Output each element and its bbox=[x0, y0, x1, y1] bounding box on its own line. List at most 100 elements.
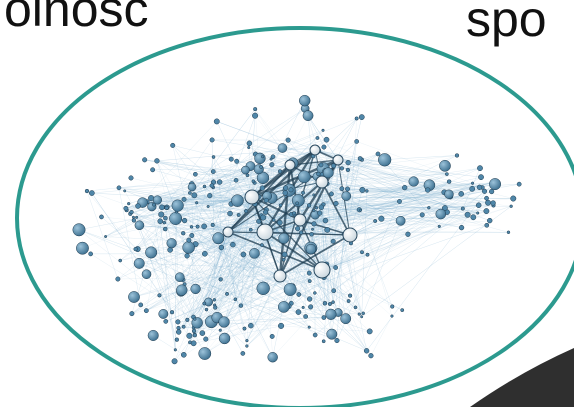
network-edge bbox=[327, 229, 509, 233]
network-edge bbox=[367, 187, 483, 255]
network-node bbox=[484, 195, 489, 201]
network-edge bbox=[377, 153, 440, 227]
network-node bbox=[242, 326, 247, 331]
network-edge bbox=[299, 173, 447, 221]
network-edge bbox=[299, 182, 494, 221]
network-node bbox=[209, 183, 215, 188]
network-edge bbox=[250, 165, 446, 326]
network-edge bbox=[231, 202, 494, 205]
network-edge bbox=[117, 156, 274, 280]
network-node bbox=[375, 151, 381, 157]
network-node bbox=[331, 300, 335, 304]
network-node bbox=[195, 201, 199, 205]
network-edges bbox=[78, 100, 520, 362]
network-edge bbox=[209, 195, 245, 329]
network-edge bbox=[329, 183, 496, 305]
network-node bbox=[129, 311, 135, 317]
network-node bbox=[218, 244, 225, 251]
network-edge bbox=[349, 210, 487, 236]
network-edge bbox=[189, 192, 273, 358]
network-edge bbox=[314, 149, 480, 188]
network-edge bbox=[220, 290, 334, 331]
network-edge bbox=[349, 220, 490, 236]
network-node bbox=[186, 237, 192, 243]
network-edge bbox=[251, 196, 401, 222]
network-edge bbox=[187, 231, 266, 257]
network-node bbox=[357, 156, 363, 161]
network-node bbox=[210, 222, 215, 227]
network-node bbox=[129, 210, 134, 215]
network-edge bbox=[176, 211, 281, 277]
network-edge bbox=[153, 164, 291, 205]
network-node bbox=[445, 172, 449, 176]
network-edge bbox=[214, 164, 291, 306]
network-node bbox=[458, 191, 465, 197]
network-edge bbox=[197, 156, 214, 227]
network-edge bbox=[204, 183, 473, 255]
network-hub-node bbox=[244, 189, 260, 205]
network-node bbox=[469, 185, 476, 192]
network-node bbox=[218, 316, 230, 328]
network-node bbox=[169, 310, 175, 315]
network-node bbox=[321, 128, 325, 132]
network-node bbox=[123, 189, 127, 193]
network-edge bbox=[133, 217, 173, 313]
network-node bbox=[311, 221, 317, 227]
network-edge bbox=[135, 248, 281, 277]
network-edge bbox=[307, 115, 339, 161]
network-edge bbox=[264, 231, 294, 287]
network-edge bbox=[176, 211, 179, 329]
network-edge bbox=[321, 181, 336, 268]
network-node bbox=[306, 270, 312, 276]
network-node bbox=[390, 314, 394, 318]
network-edge bbox=[227, 231, 264, 289]
network-edge bbox=[323, 159, 339, 342]
network-edge bbox=[91, 192, 173, 313]
network-edge bbox=[207, 156, 274, 207]
network-node bbox=[354, 116, 359, 121]
network-node bbox=[228, 156, 234, 162]
network-edge bbox=[126, 209, 281, 277]
network-hub-node bbox=[332, 154, 344, 166]
network-edge bbox=[78, 229, 370, 332]
network-node bbox=[240, 351, 246, 356]
network-edge bbox=[321, 181, 401, 222]
network-edge bbox=[216, 121, 490, 221]
network-edge bbox=[139, 263, 338, 341]
network-edge bbox=[321, 181, 509, 233]
network-node bbox=[254, 152, 266, 165]
network-node bbox=[425, 187, 431, 193]
network-node bbox=[84, 188, 90, 194]
network-node bbox=[489, 188, 495, 195]
network-node bbox=[218, 328, 222, 332]
network-edge bbox=[174, 231, 229, 362]
network-node bbox=[334, 337, 340, 344]
network-node bbox=[184, 253, 190, 259]
network-node bbox=[313, 291, 317, 295]
network-node bbox=[277, 301, 290, 313]
network-node bbox=[104, 235, 108, 239]
network-node bbox=[365, 252, 370, 257]
network-node bbox=[209, 137, 215, 143]
network-node bbox=[516, 181, 522, 187]
network-node bbox=[189, 232, 195, 238]
network-node bbox=[231, 194, 244, 207]
network-edge bbox=[151, 252, 228, 295]
network-edge bbox=[118, 187, 141, 305]
network-node bbox=[171, 358, 178, 365]
network-node bbox=[291, 194, 305, 207]
network-hub-edge bbox=[264, 181, 323, 233]
network-node bbox=[470, 181, 475, 185]
network-node bbox=[506, 230, 511, 234]
network-node bbox=[241, 165, 250, 175]
network-hub-node bbox=[273, 269, 287, 283]
network-edge bbox=[211, 185, 248, 347]
network-node bbox=[142, 157, 148, 163]
network-node bbox=[373, 219, 378, 223]
network-edge bbox=[163, 219, 301, 315]
network-node bbox=[464, 211, 471, 218]
network-edge bbox=[349, 181, 450, 236]
network-edge bbox=[321, 167, 481, 208]
network-edge bbox=[131, 275, 281, 314]
network-edge bbox=[191, 183, 194, 328]
